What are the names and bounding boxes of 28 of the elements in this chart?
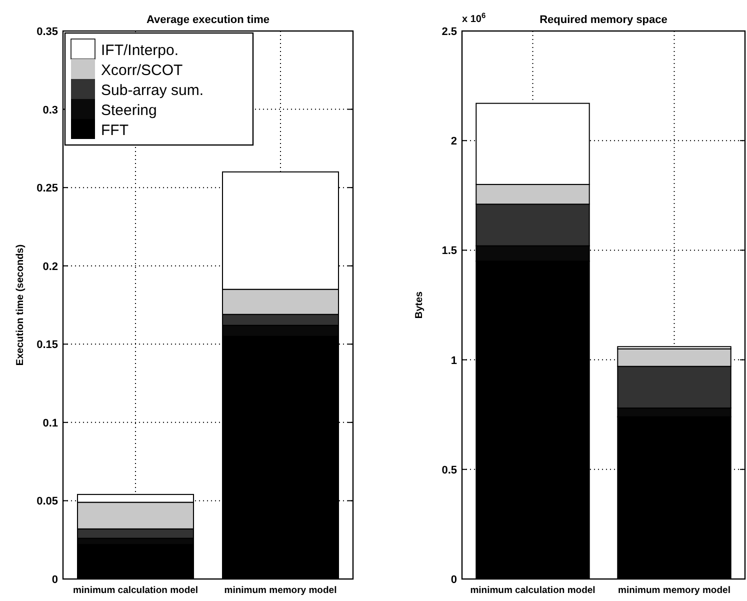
x-tick-label: minimum memory model	[224, 585, 337, 596]
y-axis-title: Bytes	[414, 290, 425, 319]
y-tick-label: 0.15	[36, 339, 58, 352]
y-tick-label: 0	[450, 574, 457, 586]
legend-label: Sub-array sum.	[101, 82, 204, 99]
x-tick-label: minimum memory model	[618, 585, 730, 596]
y-tick-label: 1	[450, 354, 457, 367]
legend-label: FFT	[101, 122, 128, 139]
y-tick-label: 0	[52, 574, 58, 586]
x-tick-label: minimum calculation model	[470, 585, 596, 596]
y-tick-label: 0.25	[36, 182, 58, 195]
legend-label: Steering	[101, 102, 157, 119]
legend-label: Xcorr/SCOT	[101, 62, 183, 79]
chart-title: Required memory space	[540, 14, 668, 26]
y-tick-label: 0.35	[36, 26, 58, 38]
y-tick-label: 0.3	[42, 104, 58, 116]
y-tick-label: 1.5	[442, 245, 457, 258]
y-tick-label: 0.2	[42, 260, 58, 273]
y-tick-label: 0.05	[36, 496, 58, 508]
x-tick-label: minimum calculation model	[72, 585, 198, 596]
y-tick-label: 2	[450, 136, 457, 148]
y-tick-label: 2.5	[442, 26, 457, 38]
y-axis-title: Execution time (seconds)	[15, 244, 26, 366]
chart-title: Average execution time	[146, 14, 270, 26]
y-tick-label: 0.5	[442, 464, 457, 476]
y-tick-label: 0.1	[42, 417, 58, 430]
text: x 10$^{6}$	[462, 10, 486, 25]
legend-label: IFT/Interpo.	[101, 42, 179, 59]
